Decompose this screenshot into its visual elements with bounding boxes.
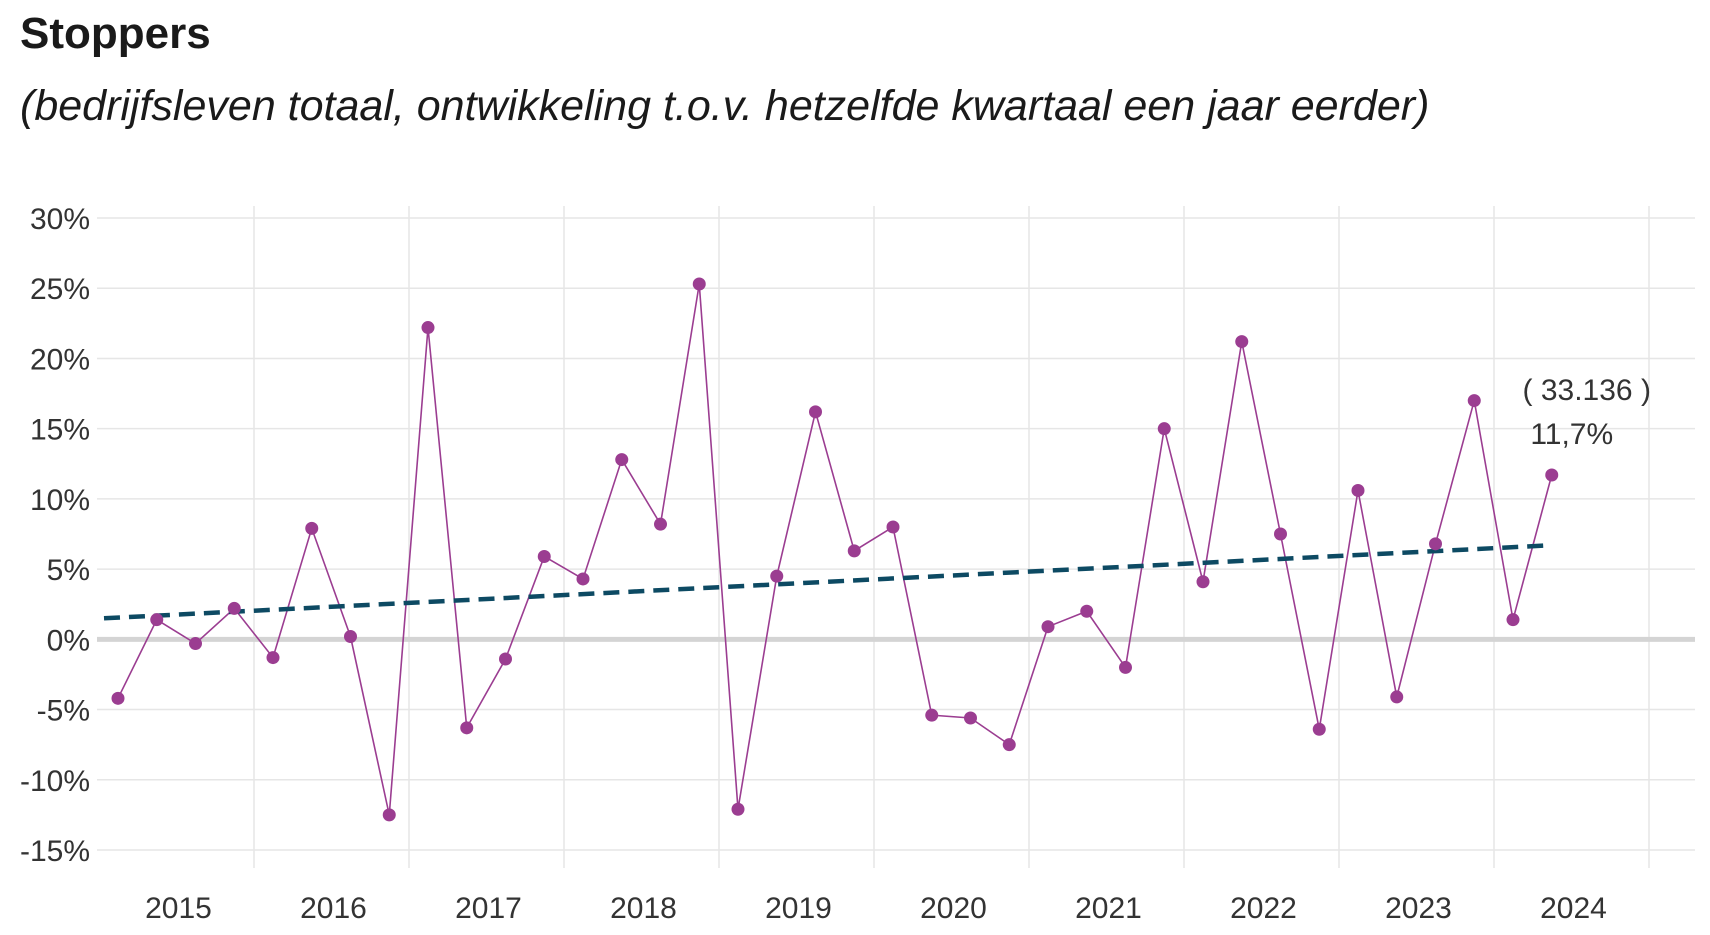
data-point [925, 708, 939, 722]
annotation-count: ( 33.136 ) [1523, 374, 1651, 407]
y-tick-label: 15% [30, 414, 90, 447]
x-tick-label: 2023 [1385, 892, 1452, 925]
y-tick-label: 5% [47, 554, 90, 587]
data-point [1196, 575, 1210, 589]
y-tick-label: 25% [30, 273, 90, 306]
data-point [1080, 604, 1094, 618]
data-point [305, 521, 319, 535]
data-point [150, 613, 164, 627]
data-point [1235, 335, 1249, 349]
y-tick-label: 10% [30, 484, 90, 517]
data-point [382, 808, 396, 822]
data-point [499, 652, 512, 666]
data-point [344, 630, 357, 644]
data-point [227, 601, 241, 615]
data-point [1312, 722, 1326, 736]
data-point [266, 651, 280, 665]
data-point [111, 691, 125, 705]
data-point [421, 321, 435, 335]
y-tick-label: -10% [20, 765, 90, 798]
x-tick-label: 2021 [1075, 892, 1142, 925]
chart-title: Stoppers [20, 9, 211, 58]
data-point [770, 569, 784, 583]
data-point [886, 520, 900, 534]
data-point [731, 802, 745, 816]
x-tick-label: 2016 [300, 892, 367, 925]
x-tick-label: 2015 [145, 892, 212, 925]
data-point [537, 549, 551, 563]
data-point [847, 544, 861, 558]
data-point [1274, 527, 1287, 541]
data-point [809, 405, 822, 419]
data-point [1390, 690, 1404, 704]
x-tick-label: 2017 [455, 892, 522, 925]
x-tick-label: 2019 [765, 892, 832, 925]
data-point [1506, 613, 1520, 627]
chart-header: Stoppers (bedrijfsleven totaal, ontwikke… [20, 8, 1429, 130]
x-tick-label: 2024 [1540, 892, 1607, 925]
y-tick-label: -15% [20, 835, 90, 868]
data-point [189, 637, 202, 651]
data-point [654, 517, 667, 531]
data-point [1002, 738, 1016, 752]
data-point [964, 711, 977, 725]
data-point [1351, 483, 1365, 497]
data-point [1041, 620, 1055, 634]
x-tick-label: 2020 [920, 892, 987, 925]
chart-subtitle: (bedrijfsleven totaal, ontwikkeling t.o.… [20, 82, 1430, 130]
data-point [1429, 537, 1442, 551]
data-point [1157, 422, 1171, 436]
annotation-value: 11,7% [1530, 418, 1613, 451]
y-tick-label: 0% [47, 624, 90, 657]
x-tick-label: 2018 [610, 892, 677, 925]
series-line [117, 283, 1553, 816]
y-tick-label: -5% [37, 695, 90, 728]
y-tick-label: 20% [30, 343, 90, 376]
data-point [692, 277, 706, 291]
data-point [1467, 394, 1481, 408]
y-tick-label: 30% [30, 203, 90, 236]
data-point [460, 721, 474, 735]
data-point [615, 453, 629, 467]
x-tick-label: 2022 [1230, 892, 1297, 925]
data-point [1545, 468, 1559, 482]
data-point [1119, 660, 1132, 674]
trend-line [103, 542, 1552, 621]
data-point [576, 572, 590, 586]
